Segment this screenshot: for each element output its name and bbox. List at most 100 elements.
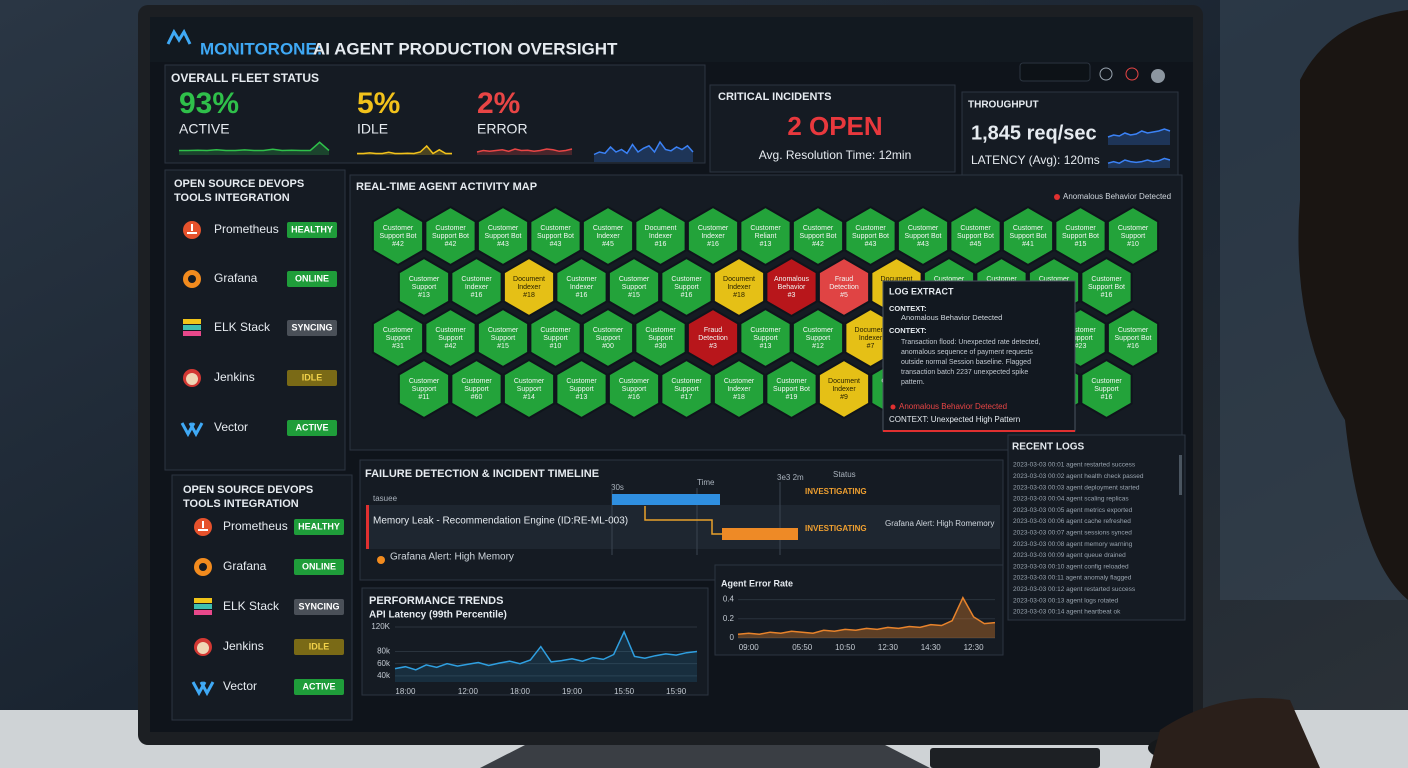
agent-label: Customer bbox=[461, 276, 492, 283]
agent-label: Fraud bbox=[704, 327, 722, 334]
agent-hex bbox=[397, 256, 451, 318]
grafana-icon bbox=[199, 563, 207, 571]
agent-label: Support bbox=[464, 386, 489, 393]
agent-label: Support Bot bbox=[800, 233, 837, 240]
y-tick-label: 0.2 bbox=[723, 614, 735, 623]
agent-label: Indexer bbox=[596, 233, 620, 240]
tool-name: Vector bbox=[223, 679, 257, 693]
settings-icon[interactable] bbox=[1099, 67, 1113, 81]
log-line: 2023-03-03 00:04 agent scaling replicas bbox=[1013, 496, 1129, 503]
agent-label: #13 bbox=[760, 343, 772, 350]
agent-label: #16 bbox=[681, 292, 693, 299]
panel-title: OPEN SOURCE DEVOPS bbox=[174, 178, 304, 190]
agent-hex bbox=[476, 205, 530, 267]
monitor-base bbox=[480, 745, 930, 768]
prometheus-icon bbox=[187, 224, 197, 234]
agent-label: #13 bbox=[576, 394, 588, 401]
agent-label: #43 bbox=[550, 241, 562, 248]
status-badge bbox=[294, 559, 344, 575]
status-badge bbox=[287, 420, 337, 436]
elk-icon bbox=[194, 598, 212, 603]
agent-label: Support Bot bbox=[1115, 335, 1152, 342]
throughput-sparkline bbox=[1107, 128, 1171, 138]
agent-label: Support bbox=[386, 335, 411, 342]
agent-label: Indexer bbox=[859, 335, 883, 342]
status-badge bbox=[287, 320, 337, 336]
fleet-sparkline-area bbox=[594, 142, 693, 162]
panel-title: THROUGHPUT bbox=[968, 100, 1039, 111]
agent-label: Customer bbox=[1039, 276, 1070, 283]
agent-label: Indexer bbox=[727, 386, 751, 393]
column-header: tasuee bbox=[373, 494, 398, 503]
elk-icon bbox=[183, 331, 201, 336]
log-line: 2023-03-03 00:11 agent anomaly flagged bbox=[1013, 575, 1132, 582]
agent-label: #17 bbox=[681, 394, 693, 401]
agent-label: #43 bbox=[865, 241, 877, 248]
popup-title: LOG EXTRACT bbox=[889, 286, 954, 296]
agent-label: Customer bbox=[566, 276, 597, 283]
status-text: INVESTIGATING bbox=[805, 524, 867, 533]
agent-hex bbox=[555, 358, 608, 420]
agent-label: Support bbox=[648, 335, 673, 342]
fleet-label: IDLE bbox=[357, 121, 388, 137]
y-tick-label: 0.4 bbox=[723, 595, 735, 604]
column-header: Time bbox=[697, 478, 715, 487]
agent-label: #45 bbox=[602, 241, 614, 248]
agent-label: #41 bbox=[1022, 241, 1034, 248]
agent-hex bbox=[660, 256, 713, 318]
agent-label: #9 bbox=[840, 394, 848, 401]
chart-title: Agent Error Rate bbox=[721, 578, 793, 588]
agent-hex bbox=[371, 205, 425, 267]
critical-value: 2 OPEN bbox=[787, 111, 882, 141]
agent-hex bbox=[765, 358, 818, 420]
agent-label: Document bbox=[828, 378, 860, 385]
notification-icon[interactable] bbox=[1125, 67, 1139, 81]
agent-label: #60 bbox=[471, 394, 483, 401]
agent-label: #3 bbox=[709, 343, 717, 350]
agent-label: #45 bbox=[970, 241, 982, 248]
log-line: 2023-03-03 00:10 agent config reloaded bbox=[1013, 563, 1129, 570]
agent-label: Customer bbox=[566, 378, 597, 385]
agent-hex bbox=[739, 205, 792, 267]
alert-text: Grafana Alert: High Romemory bbox=[885, 519, 994, 528]
agent-label: Customer bbox=[383, 327, 414, 334]
throughput-sparkline-area bbox=[1108, 158, 1170, 168]
agent-hex bbox=[1106, 205, 1160, 267]
agent-label: Indexer bbox=[517, 284, 541, 291]
agent-label: Detection bbox=[698, 335, 728, 342]
search-box[interactable] bbox=[1019, 62, 1091, 82]
agent-label: #12 bbox=[812, 343, 824, 350]
agent-label: Support Bot bbox=[1010, 233, 1047, 240]
agent-label: Support Bot bbox=[905, 233, 942, 240]
x-tick-label: 15:90 bbox=[666, 687, 687, 696]
agent-label: #15 bbox=[497, 343, 509, 350]
alert-text: Anomalous Behavior Detected bbox=[899, 402, 1007, 411]
header-bar bbox=[150, 17, 1193, 62]
status-text: ONLINE bbox=[295, 273, 329, 283]
agent-label: Indexer bbox=[465, 284, 489, 291]
agent-label: Support Bot bbox=[537, 233, 574, 240]
status-text: SYNCING bbox=[291, 322, 332, 332]
status-text: ACTIVE bbox=[302, 681, 335, 691]
column-header: Status bbox=[833, 470, 856, 479]
agent-label: #11 bbox=[418, 394, 429, 401]
agent-label: Customer bbox=[908, 225, 939, 232]
column-header: 30s bbox=[611, 483, 624, 492]
agent-label: Customer bbox=[750, 225, 781, 232]
agent-label: Fraud bbox=[835, 276, 853, 283]
agent-label: Support bbox=[412, 284, 437, 291]
issue-text: Memory Leak - Recommendation Engine (ID:… bbox=[373, 516, 628, 527]
log-line: 2023-03-03 00:01 agent restarted success bbox=[1013, 462, 1136, 469]
agent-label: Customer bbox=[383, 225, 414, 232]
panel-title: TOOLS INTEGRATION bbox=[174, 192, 290, 204]
agent-label: Customer bbox=[855, 225, 886, 232]
alert-dot bbox=[890, 404, 896, 410]
agent-label: Customer bbox=[960, 225, 991, 232]
chart-area bbox=[738, 597, 995, 638]
agent-hex bbox=[739, 307, 792, 369]
agent-label: #43 bbox=[497, 241, 509, 248]
agent-label: Customer bbox=[619, 378, 650, 385]
status-badge bbox=[294, 679, 344, 695]
avatar[interactable] bbox=[1151, 69, 1165, 83]
